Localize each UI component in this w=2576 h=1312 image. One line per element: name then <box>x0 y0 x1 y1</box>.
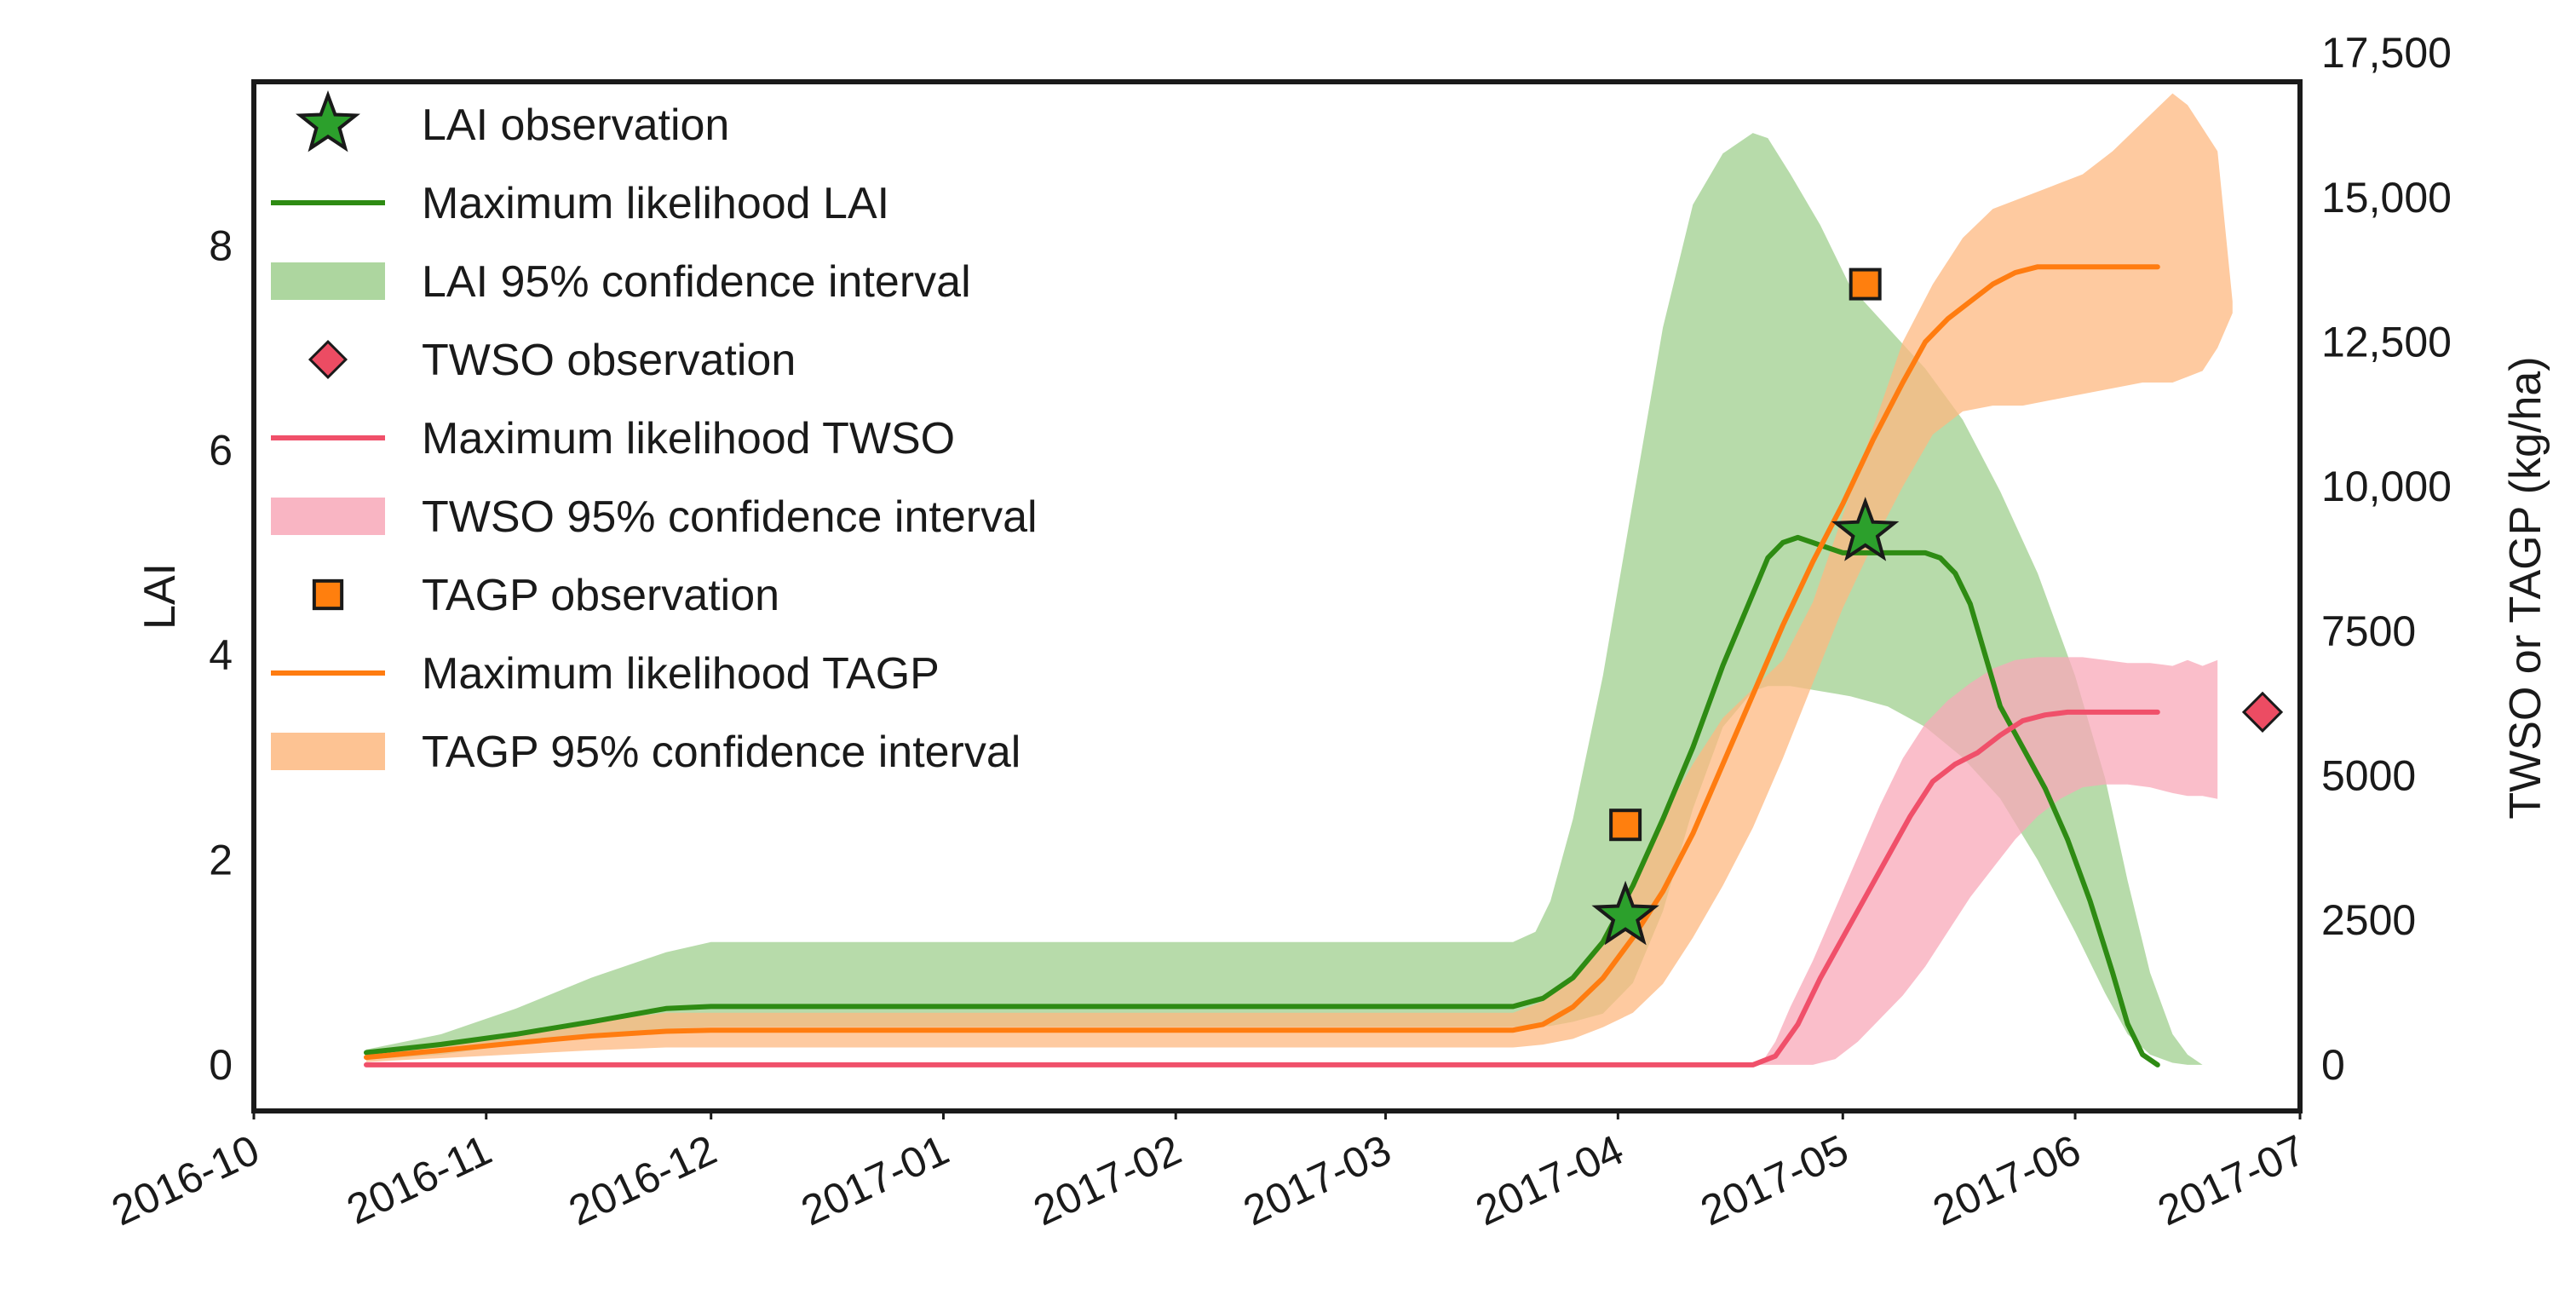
twso-observation-point-1 <box>2241 691 2284 733</box>
legend-lai-observation-marker <box>296 90 360 152</box>
legend-twso-observation-marker <box>308 339 348 380</box>
legend-twso-observation-label: TWSO observation <box>422 336 796 385</box>
y-axis-left-title: LAI <box>135 563 185 630</box>
legend-lai-observation-label: LAI observation <box>422 101 729 150</box>
y-right-tick-label-10000: 10,000 <box>2321 463 2452 510</box>
maximum-likelihood-lai-line <box>364 534 2160 1067</box>
y-right-tick-label-17500: 17,500 <box>2321 29 2452 77</box>
tagp-observation-point-1 <box>1609 808 1642 842</box>
y-axis-right-ticks: 0 2500 5000 7500 10,000 12,500 15,000 17,500 <box>2321 29 2452 1089</box>
legend-tagp-observation-marker <box>312 578 344 611</box>
y-right-tick-label-5000: 5000 <box>2321 752 2416 800</box>
legend-twso-95-confidence-interval-label: TWSO 95% confidence interval <box>422 492 1038 542</box>
legend: LAI observation Maximum likelihood LAI LAI… <box>271 90 1038 777</box>
y-right-tick-label-7500: 7500 <box>2321 607 2416 655</box>
legend-lai-95-confidence-interval-swatch <box>271 262 385 300</box>
legend-tagp-95-confidence-interval-swatch <box>271 733 385 770</box>
plot-frame <box>251 79 2303 1113</box>
legend-lai-95-confidence-interval-label: LAI 95% confidence interval <box>422 257 971 307</box>
y-left-tick-label-6: 6 <box>209 427 233 475</box>
confidence-bands <box>366 93 2233 1065</box>
legend-maximum-likelihood-twso-label: Maximum likelihood TWSO <box>422 414 955 463</box>
y-right-tick-label-12500: 12,500 <box>2321 318 2452 365</box>
y-left-tick-label-2: 2 <box>209 837 233 884</box>
tagp-95-confidence-interval-band <box>366 93 2233 1062</box>
y-left-tick-label-0: 0 <box>209 1041 233 1089</box>
y-right-tick-label-2500: 2500 <box>2321 896 2416 944</box>
y-axis-left-ticks: 0 2 4 6 8 <box>209 222 233 1089</box>
y-right-tick-label-15000: 15,000 <box>2321 174 2452 222</box>
maximum-likelihood-tagp-line <box>364 264 2160 1061</box>
legend-tagp-observation-label: TAGP observation <box>422 571 779 620</box>
legend-maximum-likelihood-tagp-label: Maximum likelihood TAGP <box>422 649 940 699</box>
legend-maximum-likelihood-lai-label: Maximum likelihood LAI <box>422 179 889 228</box>
y-left-tick-label-4: 4 <box>209 631 233 679</box>
legend-tagp-95-confidence-interval-label: TAGP 95% confidence interval <box>422 728 1021 777</box>
twso-95-confidence-interval-band <box>1760 657 2218 1065</box>
observation-points <box>1591 268 2284 946</box>
lai-95-confidence-interval-band <box>366 133 2218 1065</box>
likelihood-lines <box>364 264 2160 1067</box>
y-axis-right-title: TWSO or TAGP (kg/ha) <box>2501 356 2550 819</box>
lai-observation-point-1 <box>1591 880 1659 946</box>
y-left-tick-label-8: 8 <box>209 222 233 269</box>
maximum-likelihood-twso-line <box>364 709 2160 1067</box>
y-right-tick-label-0: 0 <box>2321 1041 2345 1089</box>
lai-observation-point-2 <box>1831 497 1900 561</box>
legend-twso-95-confidence-interval-swatch <box>271 498 385 535</box>
tagp-observation-point-2 <box>1849 268 1882 301</box>
